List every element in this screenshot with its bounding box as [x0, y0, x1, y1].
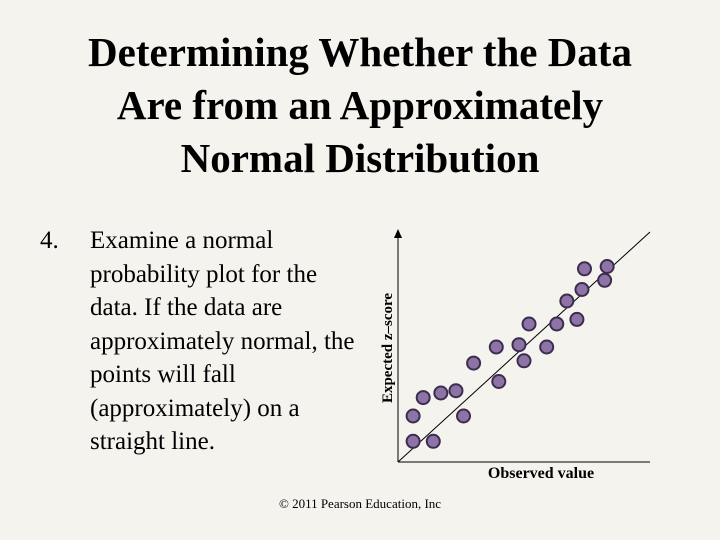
data-point-5 [433, 385, 449, 401]
data-point-6 [456, 408, 472, 424]
data-point-16 [559, 293, 575, 309]
data-point-20 [597, 272, 613, 288]
data-point-4 [415, 390, 431, 406]
data-point-18 [574, 282, 590, 297]
y-axis-arrow [394, 229, 402, 238]
data-point-17 [569, 311, 585, 327]
data-point-13 [521, 316, 537, 332]
copyright-footer: © 2011 Pearson Education, Inc [278, 496, 442, 511]
title-line-3: Normal Distribution [180, 135, 540, 181]
title-line-2: Are from an Approximately [116, 82, 604, 128]
normal-probability-plot: Expected z–score Observed value [380, 229, 651, 482]
data-points [405, 259, 615, 449]
data-point-9 [488, 339, 504, 355]
x-axis-label: Observed value [488, 465, 594, 482]
slide-title: Determining Whether the Data Are from an… [20, 26, 700, 185]
bullet-number: 4. [40, 227, 59, 254]
data-point-12 [516, 353, 532, 369]
data-point-2 [425, 433, 441, 449]
data-point-11 [511, 337, 527, 353]
bullet-text: Examine a normal probability plot for th… [90, 227, 355, 455]
data-point-15 [549, 316, 565, 332]
title-line-1: Determining Whether the Data [88, 29, 632, 75]
y-axis-label: Expected z–score [380, 293, 396, 403]
data-point-10 [491, 374, 507, 389]
data-point-3 [405, 408, 421, 424]
data-point-1 [405, 433, 421, 449]
data-point-8 [466, 355, 482, 371]
data-point-14 [539, 339, 555, 355]
data-point-7 [448, 383, 464, 399]
data-point-21 [599, 259, 615, 274]
data-point-19 [576, 261, 592, 277]
